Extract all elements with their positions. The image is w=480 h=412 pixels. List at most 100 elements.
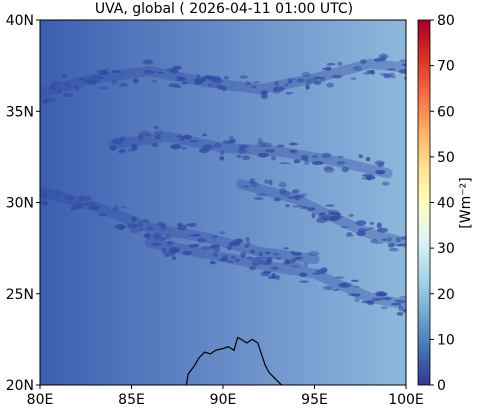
cloud-cell xyxy=(174,85,182,89)
cloud-cell xyxy=(219,231,226,235)
cloud-cell xyxy=(264,251,271,255)
cloud-cell xyxy=(117,150,127,154)
cloud-cell xyxy=(369,221,374,225)
cloud-cell xyxy=(279,162,290,165)
cloud-cell xyxy=(388,247,399,252)
cloud-cell xyxy=(299,207,310,210)
cloud-cell xyxy=(246,241,251,246)
cloud-cell xyxy=(255,257,267,260)
cloud-cell xyxy=(261,142,273,148)
cloud-cell xyxy=(382,181,390,186)
cloud-cell xyxy=(179,138,184,142)
cloud-cell xyxy=(257,138,263,144)
cloud-cell xyxy=(398,69,406,74)
cloud-cell xyxy=(200,245,213,250)
cloud-cell xyxy=(341,166,350,173)
cloud-cell xyxy=(120,206,127,209)
cloud-cell xyxy=(212,252,218,257)
cloud-cell xyxy=(41,99,49,104)
cloud-cell xyxy=(138,221,143,228)
cloud-cell xyxy=(104,68,111,71)
cloud-cell xyxy=(172,256,177,260)
cloud-cell xyxy=(278,182,287,188)
cloud-cell xyxy=(151,79,158,84)
cloud-cell xyxy=(273,86,285,92)
cloud-cell xyxy=(253,197,264,200)
cloud-cell xyxy=(57,88,62,94)
cloud-cell xyxy=(243,185,249,188)
cloud-cell xyxy=(380,306,388,310)
cloud-cell xyxy=(138,134,144,141)
y-tick-label: 20N xyxy=(6,378,34,394)
cloud-cell xyxy=(122,83,129,87)
cloud-cell xyxy=(84,202,96,206)
cloud-cell xyxy=(226,260,235,263)
cloud-cell xyxy=(219,150,225,156)
cloud-cell xyxy=(399,59,406,63)
cloud-cell xyxy=(251,85,257,89)
cloud-cell xyxy=(63,196,76,201)
cloud-cell xyxy=(305,84,310,90)
colorbar-tick-label: 0 xyxy=(437,378,446,394)
cloud-cell xyxy=(279,190,291,196)
cloud-cell xyxy=(61,74,68,79)
cloud-cell xyxy=(312,272,321,275)
cloud-cell xyxy=(365,156,371,162)
cloud-cell xyxy=(347,293,356,297)
cloud-cell xyxy=(176,134,182,138)
cloud-cell xyxy=(164,234,172,240)
cloud-cell xyxy=(300,154,309,161)
cloud-cell xyxy=(194,77,206,83)
cloud-cell xyxy=(209,260,215,265)
cloud-cell xyxy=(311,161,324,165)
colorbar-tick-label: 30 xyxy=(437,241,455,257)
cloud-cell xyxy=(198,148,210,154)
cloud-cell xyxy=(249,178,256,184)
colorbar-ticks: 0 10 20 30 40 50 60 70 80 xyxy=(430,13,455,394)
cloud-cell xyxy=(337,61,343,66)
cloud-cell xyxy=(111,70,122,73)
cloud-cell xyxy=(336,160,346,165)
cloud-cell xyxy=(373,58,383,62)
cloud-cell xyxy=(210,261,217,265)
cloud-cell xyxy=(289,150,295,153)
cloud-cell xyxy=(187,234,196,237)
uva-field xyxy=(40,20,406,385)
x-tick-label: 85E xyxy=(118,392,145,408)
cloud-cell xyxy=(249,257,262,262)
cloud-cell xyxy=(192,233,201,237)
cloud-cell xyxy=(395,237,401,243)
cloud-cell xyxy=(293,159,301,164)
cloud-cell xyxy=(403,76,406,80)
x-tick-label: 95E xyxy=(301,392,328,408)
cloud-cell xyxy=(398,296,406,299)
cloud-cell xyxy=(41,196,47,201)
cloud-cell xyxy=(284,82,289,88)
cloud-cell xyxy=(334,276,345,279)
cloud-cell xyxy=(181,82,189,85)
cloud-cell xyxy=(312,155,318,159)
cloud-cell xyxy=(163,252,176,257)
cloud-cell xyxy=(248,250,256,253)
colorbar-tick-label: 60 xyxy=(437,104,455,120)
cloud-cell xyxy=(245,236,250,242)
colorbar-tick-label: 20 xyxy=(437,287,455,303)
cloud-cell xyxy=(326,82,334,88)
cloud-cell xyxy=(289,142,297,146)
cloud-cell xyxy=(264,179,269,184)
cloud-cell xyxy=(345,233,354,237)
cloud-cell xyxy=(355,220,367,226)
cloud-cell xyxy=(196,74,201,78)
cloud-cell xyxy=(62,92,74,98)
cloud-cell xyxy=(98,70,109,75)
cloud-cell xyxy=(276,257,281,260)
cloud-cell xyxy=(87,196,93,201)
cloud-cell xyxy=(222,255,229,259)
cloud-cell xyxy=(151,233,163,240)
cloud-cell xyxy=(337,282,348,288)
cloud-cell xyxy=(284,259,291,265)
cloud-cell xyxy=(263,270,272,274)
cloud-cell xyxy=(319,212,327,216)
cloud-cell xyxy=(88,205,101,210)
cloud-cell xyxy=(305,81,312,85)
